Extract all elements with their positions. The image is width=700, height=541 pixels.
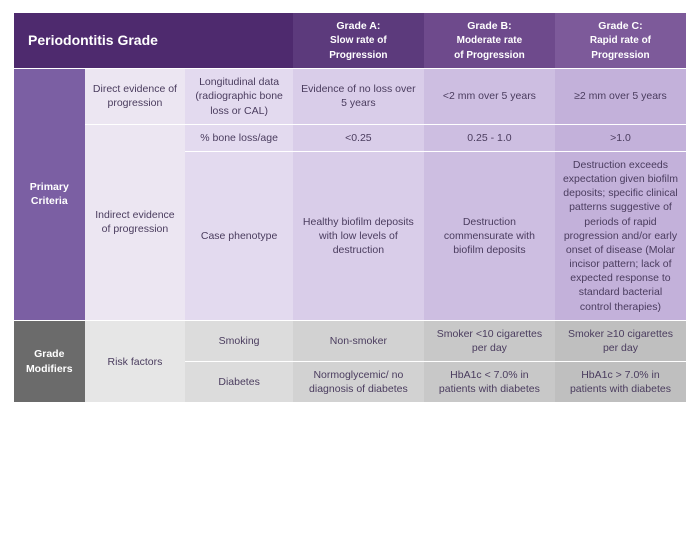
header-grade-b-l3: of Progression: [454, 50, 525, 61]
periodontitis-grade-table: Periodontitis Grade Grade A: Slow rate o…: [14, 12, 686, 403]
direct-label: Direct evidence of progression: [85, 69, 186, 125]
smoking-c: Smoker ≥10 cigarettes per day: [555, 320, 686, 361]
section-primary: Primary Criteria: [14, 69, 85, 321]
row-direct: Primary Criteria Direct evidence of prog…: [14, 69, 686, 125]
indirect-label: Indirect evidence of progression: [85, 124, 186, 320]
indirect-pct-measure: % bone loss/age: [185, 124, 293, 151]
header-row: Periodontitis Grade Grade A: Slow rate o…: [14, 13, 686, 69]
table-title: Periodontitis Grade: [14, 13, 293, 69]
indirect-pheno-c: Destruction exceeds expectation given bi…: [555, 151, 686, 320]
direct-b: <2 mm over 5 years: [424, 69, 555, 125]
direct-measure: Longitudinal data (radiographic bone los…: [185, 69, 293, 125]
header-grade-b-l1: Grade B:: [467, 20, 511, 32]
indirect-pct-c: >1.0: [555, 124, 686, 151]
smoking-a: Non-smoker: [293, 320, 424, 361]
direct-a: Evidence of no loss over 5 years: [293, 69, 424, 125]
indirect-pheno-a: Healthy biofilm deposits with low levels…: [293, 151, 424, 320]
header-grade-a: Grade A: Slow rate of Progression: [293, 13, 424, 69]
row-smoking: Grade Modifiers Risk factors Smoking Non…: [14, 320, 686, 361]
header-grade-b: Grade B: Moderate rate of Progression: [424, 13, 555, 69]
header-grade-c-l2: Rapid rate of: [590, 35, 651, 46]
indirect-pct-a: <0.25: [293, 124, 424, 151]
header-grade-a-l1: Grade A:: [336, 20, 380, 32]
risk-label: Risk factors: [85, 320, 186, 403]
diabetes-measure: Diabetes: [185, 362, 293, 403]
header-grade-a-l3: Progression: [329, 50, 387, 61]
header-grade-c-l1: Grade C:: [598, 20, 642, 32]
header-grade-a-l2: Slow rate of: [330, 35, 387, 46]
diabetes-c: HbA1c > 7.0% in patients with diabetes: [555, 362, 686, 403]
header-grade-c-l3: Progression: [591, 50, 649, 61]
section-grade: Grade Modifiers: [14, 320, 85, 403]
direct-c: ≥2 mm over 5 years: [555, 69, 686, 125]
smoking-b: Smoker <10 cigarettes per day: [424, 320, 555, 361]
indirect-pct-b: 0.25 - 1.0: [424, 124, 555, 151]
row-indirect-pct: Indirect evidence of progression % bone …: [14, 124, 686, 151]
diabetes-a: Normoglycemic/ no diagnosis of diabetes: [293, 362, 424, 403]
indirect-pheno-b: Destruction commensurate with biofilm de…: [424, 151, 555, 320]
indirect-pheno-measure: Case phenotype: [185, 151, 293, 320]
header-grade-c: Grade C: Rapid rate of Progression: [555, 13, 686, 69]
diabetes-b: HbA1c < 7.0% in patients with diabetes: [424, 362, 555, 403]
smoking-measure: Smoking: [185, 320, 293, 361]
header-grade-b-l2: Moderate rate: [457, 35, 523, 46]
